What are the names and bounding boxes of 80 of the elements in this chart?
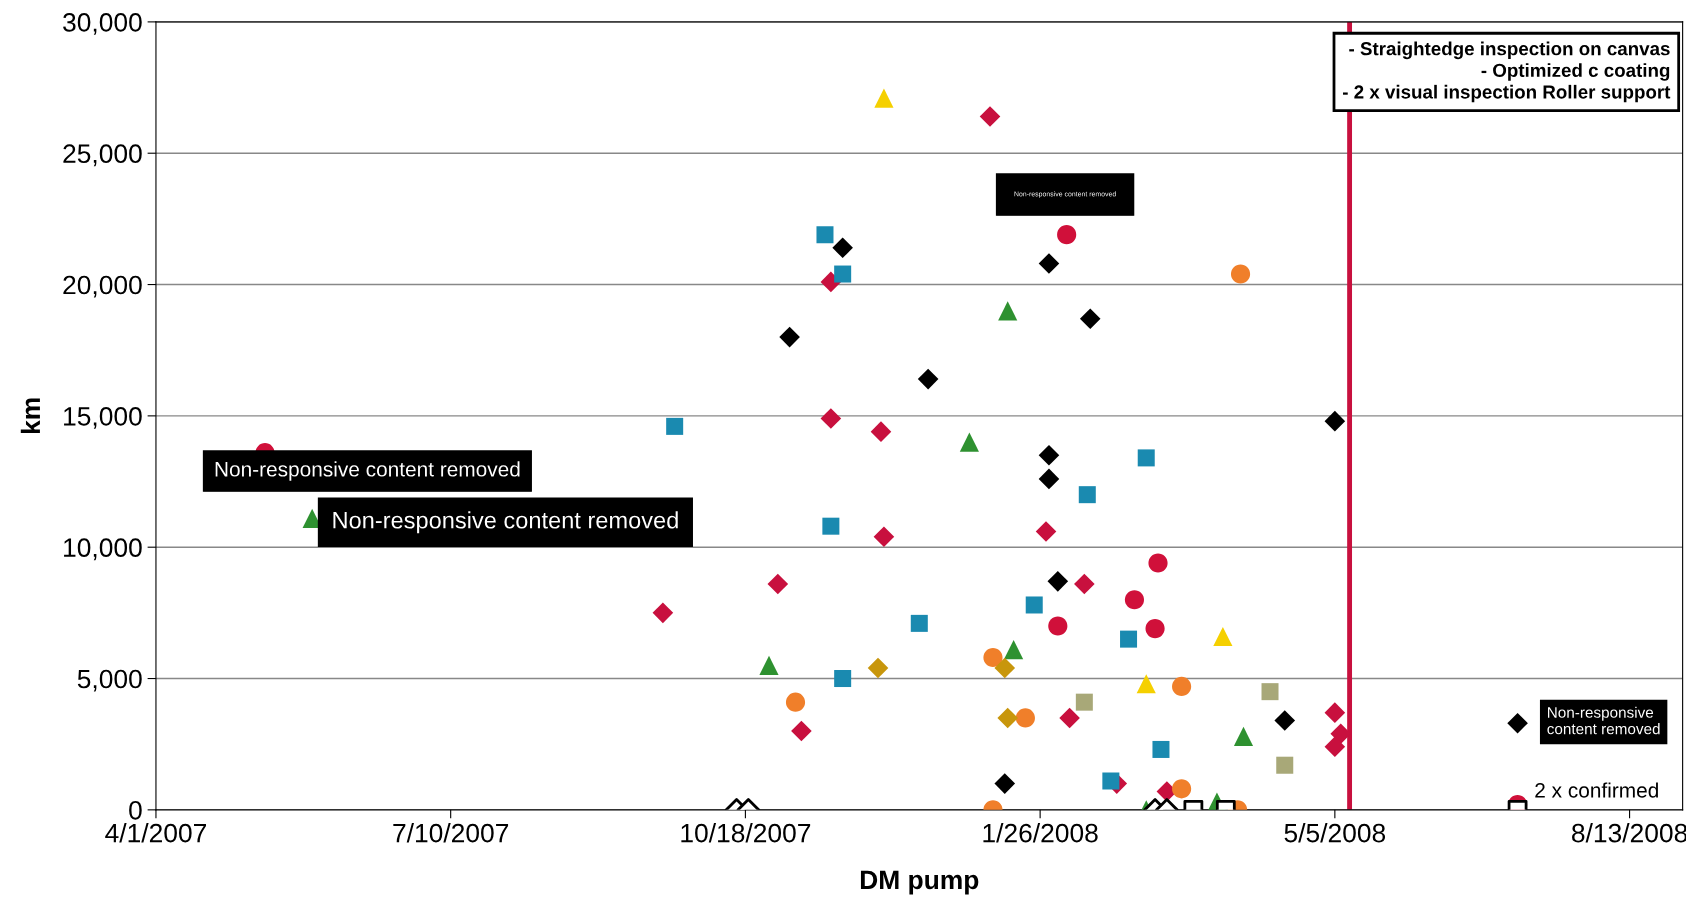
point: [1025, 596, 1043, 614]
point: [959, 432, 979, 452]
point: [1230, 264, 1251, 284]
annotation: Non-responsive content removed: [1547, 706, 1660, 735]
y-axis-title: km: [20, 398, 40, 434]
point: [1172, 676, 1192, 696]
point: [1047, 571, 1069, 592]
point: [822, 517, 840, 535]
y-tick-label: 5,000: [77, 669, 142, 692]
point: [1261, 683, 1279, 701]
point: [785, 692, 806, 712]
y-tick-label: 25,000: [63, 144, 142, 167]
point: [870, 421, 892, 442]
point: [1038, 444, 1060, 466]
x-tick-label: 4/1/2007: [105, 823, 206, 843]
point: [759, 655, 779, 675]
point: [666, 417, 684, 435]
x-tick-label: 7/10/2007: [393, 823, 509, 843]
point: [874, 88, 894, 108]
point: [820, 408, 842, 429]
point: [1274, 710, 1296, 731]
y-tick-label: 20,000: [63, 275, 142, 298]
annotation: - Straightedge inspection on canvas - Optimized c coating - 2 x visual inspection Roller support: [1342, 41, 1671, 103]
point: [791, 720, 812, 742]
point: [1324, 702, 1346, 723]
point: [834, 265, 852, 283]
y-tick-label: 30,000: [63, 13, 142, 35]
y-tick-label: 15,000: [64, 407, 142, 429]
point: [1038, 253, 1060, 274]
point: [1015, 708, 1035, 728]
point: [832, 237, 853, 259]
point: [1324, 736, 1346, 758]
x-axis-title: DM pump: [860, 870, 979, 895]
point: [994, 773, 1016, 794]
point: [1075, 693, 1093, 711]
point: [1137, 449, 1155, 467]
point: [1038, 468, 1060, 490]
point: [1057, 225, 1077, 245]
point: [998, 301, 1018, 321]
point: [779, 326, 800, 348]
point: [816, 226, 834, 244]
point: [1172, 779, 1192, 799]
x-tick-label: 10/18/2007: [681, 823, 811, 843]
point: [1074, 573, 1095, 595]
point: [1507, 712, 1528, 734]
point: [910, 614, 928, 632]
point: [1048, 616, 1068, 636]
point: [1035, 521, 1057, 542]
point: [1233, 726, 1254, 746]
point: [994, 657, 1016, 679]
point: [1136, 674, 1156, 694]
point: [1102, 772, 1120, 790]
annotation: 2 x confirmed: [1535, 782, 1658, 798]
point: [1152, 740, 1170, 758]
point: [997, 707, 1019, 729]
point: [652, 602, 674, 624]
point: [1324, 410, 1346, 432]
point: [1059, 707, 1080, 729]
point: [1276, 756, 1294, 774]
point: [979, 106, 1001, 127]
annotation: Non-responsive content removed: [333, 511, 678, 534]
y-tick-label: 0: [129, 800, 142, 820]
point: [1145, 619, 1165, 639]
point: [1078, 486, 1096, 504]
point: [917, 368, 939, 390]
point: [834, 670, 852, 688]
annotation: Non-responsive content removed: [215, 461, 520, 481]
y-tick-label: 10,000: [64, 538, 142, 561]
point: [1148, 553, 1168, 573]
point: [867, 657, 889, 679]
x-tick-label: 1/26/2008: [983, 823, 1098, 843]
point: [873, 526, 895, 547]
point: [767, 573, 789, 595]
x-tick-label: 5/5/2008: [1284, 823, 1386, 843]
point: [983, 647, 1003, 668]
point: [1124, 590, 1145, 610]
point: [1004, 640, 1024, 660]
point: [1213, 626, 1233, 647]
point: [1079, 308, 1101, 329]
point: [1120, 630, 1138, 648]
